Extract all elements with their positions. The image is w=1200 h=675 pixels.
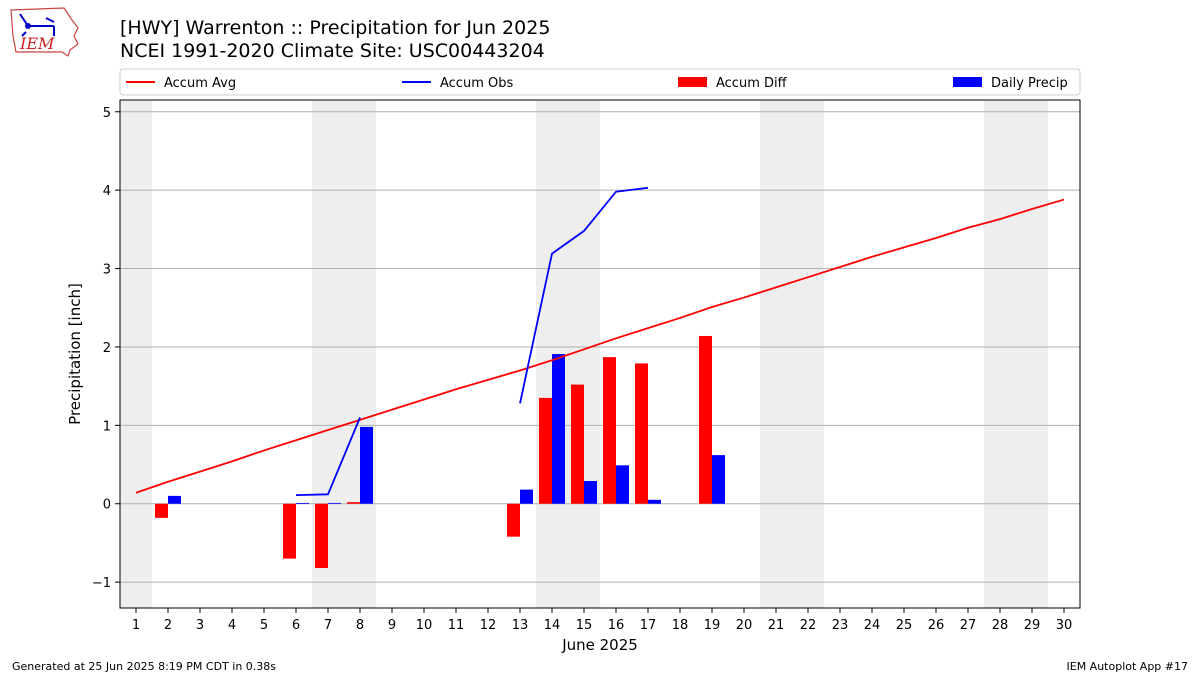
x-tick-label: 14 [544, 618, 561, 633]
y-tick-label: 2 [103, 341, 111, 356]
legend-label-accum-diff: Accum Diff [716, 76, 788, 91]
iowa-map-outline [10, 7, 79, 57]
lines [135, 186, 1065, 497]
daily-precip-bar-day-7 [328, 502, 341, 504]
legend-box [119, 68, 1081, 96]
legend: Accum Avg Accum Obs Accum Diff Daily Precip [119, 68, 1081, 96]
y-tick-label: 0 [103, 498, 111, 513]
x-tick-label: 16 [608, 618, 625, 633]
x-axis-label: June 2025 [561, 636, 638, 654]
x-tick-label: 2 [164, 618, 172, 633]
weekend-shading [120, 100, 1048, 608]
daily-precip-bar-day-17 [648, 499, 661, 504]
legend-label-accum-avg: Accum Avg [164, 76, 236, 91]
daily-precip-bar-day-8 [360, 426, 373, 504]
logo-text: IEM [19, 34, 55, 53]
x-tick-label: 3 [196, 618, 204, 633]
x-tick-label: 8 [356, 618, 364, 633]
y-tick-label: 3 [103, 263, 111, 278]
x-tick-label: 9 [388, 618, 396, 633]
legend-swatch-accum-diff [678, 77, 707, 87]
accum-avg-line [135, 198, 1065, 494]
weekend-band-day-28 [984, 100, 1016, 608]
weekend-band-day-29 [1016, 100, 1048, 608]
accum-diff-bar-day-7 [315, 503, 328, 569]
x-tick-label: 25 [896, 618, 913, 633]
x-tick-label: 7 [324, 618, 332, 633]
daily-precip-bar-day-2 [168, 495, 181, 504]
y-axis-label: Precipitation [inch] [66, 283, 84, 425]
weekend-band-day-1 [120, 100, 152, 608]
accum-diff-bar-day-16 [603, 357, 616, 504]
x-tick-label: 11 [448, 618, 465, 633]
daily-precip-bar-day-16 [616, 465, 629, 504]
y-axis: −1 0 1 2 3 4 5 [92, 106, 120, 591]
y-tick-label: 4 [103, 184, 111, 199]
x-tick-label: 20 [736, 618, 753, 633]
accum-diff-bar-day-6 [283, 503, 296, 559]
x-tick-label: 5 [260, 618, 268, 633]
accum-diff-bar-day-8 [347, 502, 360, 504]
legend-label-accum-obs: Accum Obs [440, 76, 513, 91]
x-tick-label: 18 [672, 618, 689, 633]
weather-station-icon [19, 13, 55, 37]
weekend-band-day-8 [344, 100, 376, 608]
accum-diff-bar-day-15 [571, 384, 584, 504]
x-tick-label: 28 [992, 618, 1009, 633]
iem-logo: IEM [10, 7, 79, 57]
x-tick-label: 13 [512, 618, 529, 633]
x-tick-label: 6 [292, 618, 300, 633]
x-tick-label: 17 [640, 618, 657, 633]
x-tick-label: 27 [960, 618, 977, 633]
x-tick-label: 15 [576, 618, 593, 633]
x-tick-label: 10 [416, 618, 433, 633]
accum-diff-bar-day-2 [155, 503, 168, 518]
x-tick-label: 21 [768, 618, 785, 633]
weekend-band-day-15 [568, 100, 600, 608]
plot-frame [119, 99, 1081, 609]
daily-precip-bar-day-13 [520, 489, 533, 504]
daily-precip-bar-day-6 [296, 502, 309, 504]
weekend-band-day-22 [792, 100, 824, 608]
generated-timestamp: Generated at 25 Jun 2025 8:19 PM CDT in … [12, 660, 277, 673]
y-gridlines [120, 111, 1080, 583]
x-tick-label: 23 [832, 618, 849, 633]
app-credit: IEM Autoplot App #17 [1066, 660, 1189, 673]
y-tick-label: −1 [92, 576, 111, 591]
daily-precip-bar-day-15 [584, 481, 597, 504]
x-tick-label: 12 [480, 618, 497, 633]
weekend-band-day-21 [760, 100, 792, 608]
x-tick-label: 4 [228, 618, 236, 633]
x-tick-label: 1 [132, 618, 140, 633]
x-axis: 1 2 3 4 5 6 7 8 9 10 11 12 13 14 15 16 17 18 19 20 21 22 23 24 2… [132, 608, 1072, 633]
x-tick-label: 19 [704, 618, 721, 633]
y-tick-label: 1 [103, 419, 111, 434]
daily-precip-bar-day-14 [552, 354, 565, 504]
x-tick-label: 22 [800, 618, 817, 633]
accum-diff-bar-day-14 [539, 397, 552, 504]
x-tick-label: 26 [928, 618, 945, 633]
chart-title: [HWY] Warrenton :: Precipitation for Jun… [120, 17, 551, 39]
accum-diff-bar-day-13 [507, 503, 520, 537]
legend-label-daily-precip: Daily Precip [991, 76, 1068, 91]
legend-swatch-daily-precip [953, 77, 982, 87]
chart-subtitle: NCEI 1991-2020 Climate Site: USC00443204 [120, 40, 545, 62]
x-tick-label: 24 [864, 618, 881, 633]
x-tick-label: 30 [1056, 618, 1073, 633]
daily-precip-bar-day-19 [712, 455, 725, 504]
y-tick-label: 5 [103, 106, 111, 121]
x-tick-label: 29 [1024, 618, 1041, 633]
accum-diff-bar-day-17 [635, 363, 648, 504]
accum-diff-bar-day-19 [699, 335, 712, 504]
bars [155, 335, 725, 569]
